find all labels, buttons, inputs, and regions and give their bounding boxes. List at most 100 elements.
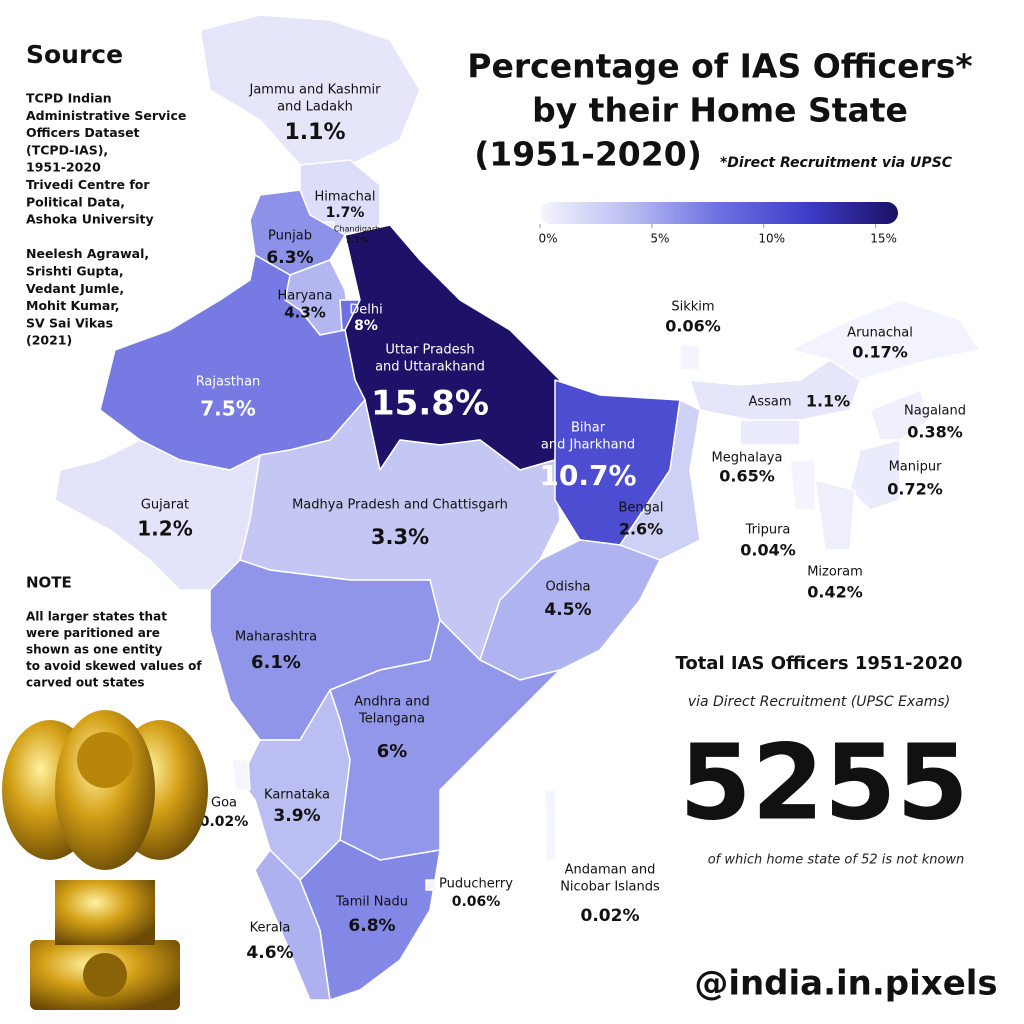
region-name: Bengal xyxy=(619,501,664,516)
region xyxy=(619,399,701,561)
region xyxy=(789,459,816,511)
source-title: Source xyxy=(26,40,123,69)
region-name: Uttar Pradesh xyxy=(385,343,474,358)
region-value: 0.38% xyxy=(907,423,963,442)
source-line: Trivedi Centre for xyxy=(26,177,150,192)
region xyxy=(869,389,931,441)
region-name: Andaman and xyxy=(565,863,656,878)
source-line: Srishti Gupta, xyxy=(26,264,124,279)
region-value: 3.9% xyxy=(273,806,320,826)
region-name: Madhya Pradesh and Chattisgarh xyxy=(292,498,508,513)
title: (1951-2020) xyxy=(474,135,702,174)
source-line: SV Sai Vikas xyxy=(26,315,113,330)
region xyxy=(299,839,441,1001)
region-name: Delhi xyxy=(349,303,382,318)
region-name: Telangana xyxy=(358,712,425,727)
region-value: 1.1% xyxy=(284,120,345,145)
region-name: Arunachal xyxy=(847,326,913,341)
region-name: Punjab xyxy=(268,229,312,244)
region-name: Sikkim xyxy=(671,300,714,315)
region-value: 3.3% xyxy=(371,525,429,549)
region-name: and Uttarakhand xyxy=(375,360,485,375)
region-value: 4.6% xyxy=(246,943,293,963)
region-name: and Jharkhand xyxy=(541,438,635,453)
region-value: 15.8% xyxy=(371,384,489,424)
colorbar-tick-label: 15% xyxy=(870,232,897,246)
region-value: 10.7% xyxy=(539,459,636,492)
note-title: NOTE xyxy=(26,574,72,592)
source-line: Ashoka University xyxy=(26,212,154,227)
region-value: 0.72% xyxy=(887,480,943,499)
note-line: to avoid skewed values of xyxy=(26,659,202,673)
emblem xyxy=(2,710,208,1010)
region-name: Himachal xyxy=(315,190,376,205)
region xyxy=(231,759,251,791)
handle: @india.in.pixels xyxy=(694,964,997,1004)
note-line: carved out states xyxy=(26,676,145,690)
source-line: TCPD Indian xyxy=(26,91,112,106)
note-line: All larger states that xyxy=(26,610,167,624)
title: by their Home State xyxy=(532,91,908,130)
source-line: 1951-2020 xyxy=(26,160,101,175)
region xyxy=(199,14,421,166)
region-name: Nicobar Islands xyxy=(560,880,660,895)
source-line: (TCPD-IAS), xyxy=(26,142,108,157)
source-line: Mohit Kumar, xyxy=(26,298,119,313)
stats-subtitle: via Direct Recruitment (UPSC Exams) xyxy=(688,694,950,710)
region-name: Mizoram xyxy=(807,565,863,580)
region-value: 1.1% xyxy=(346,236,368,245)
region xyxy=(425,879,437,891)
region-value: 4.3% xyxy=(284,304,326,322)
region-name: Bihar xyxy=(571,421,606,436)
region-name: Rajasthan xyxy=(196,375,261,390)
region xyxy=(814,479,856,551)
source-line: Neelesh Agrawal, xyxy=(26,246,149,261)
region-name: Kerala xyxy=(250,921,291,936)
stats-title: Total IAS Officers 1951-2020 xyxy=(675,653,962,674)
title: Percentage of IAS Officers* xyxy=(467,47,972,86)
source-line: (2021) xyxy=(26,333,72,348)
region-value: 2.6% xyxy=(619,520,663,539)
region-name: Manipur xyxy=(889,460,943,475)
region-value: 6.3% xyxy=(266,248,313,268)
source-line: Officers Dataset xyxy=(26,125,140,140)
source-line: Vedant Jumle, xyxy=(26,281,124,296)
region-name: and Ladakh xyxy=(277,100,353,115)
region-name: Andhra and xyxy=(354,695,430,710)
region-value: 4.5% xyxy=(544,600,591,620)
source-line: Political Data, xyxy=(26,194,125,209)
region-value: 0.06% xyxy=(452,894,501,910)
region-value: 0.02% xyxy=(200,814,249,830)
region-name: Meghalaya xyxy=(712,451,783,466)
region xyxy=(679,344,701,371)
region-name: Chandigarh xyxy=(334,225,380,234)
region-name: Haryana xyxy=(278,289,333,304)
colorbar-tick-label: 10% xyxy=(758,232,785,246)
region-value: 1.2% xyxy=(137,517,192,541)
region-name: Maharashtra xyxy=(235,630,317,645)
region-name: Nagaland xyxy=(904,404,966,419)
region-value: 0.04% xyxy=(740,541,796,560)
footnote: *Direct Recruitment via UPSC xyxy=(720,155,953,171)
region xyxy=(739,419,801,446)
region-value: 0.17% xyxy=(852,343,908,362)
region-value: 0.42% xyxy=(807,583,863,602)
region-value: 6.8% xyxy=(348,916,395,936)
region-name: Tripura xyxy=(745,523,791,538)
region-value: 0.02% xyxy=(581,906,640,926)
region-value: 6% xyxy=(377,741,408,762)
region-name: Karnataka xyxy=(264,788,330,803)
source-line: Administrative Service xyxy=(26,108,186,123)
region xyxy=(689,359,861,421)
region-value: 7.5% xyxy=(200,397,255,421)
colorbar-tick-label: 0% xyxy=(538,232,557,246)
region-name: Gujarat xyxy=(141,498,189,513)
region-name: Puducherry xyxy=(439,877,513,892)
stats-caption: of which home state of 52 is not known xyxy=(708,853,965,868)
stats-total: 5255 xyxy=(679,721,968,843)
region-name: Odisha xyxy=(545,580,590,595)
region-value: 8% xyxy=(354,318,378,334)
region-value: 6.1% xyxy=(251,652,301,673)
note-line: were paritioned are xyxy=(26,626,160,640)
